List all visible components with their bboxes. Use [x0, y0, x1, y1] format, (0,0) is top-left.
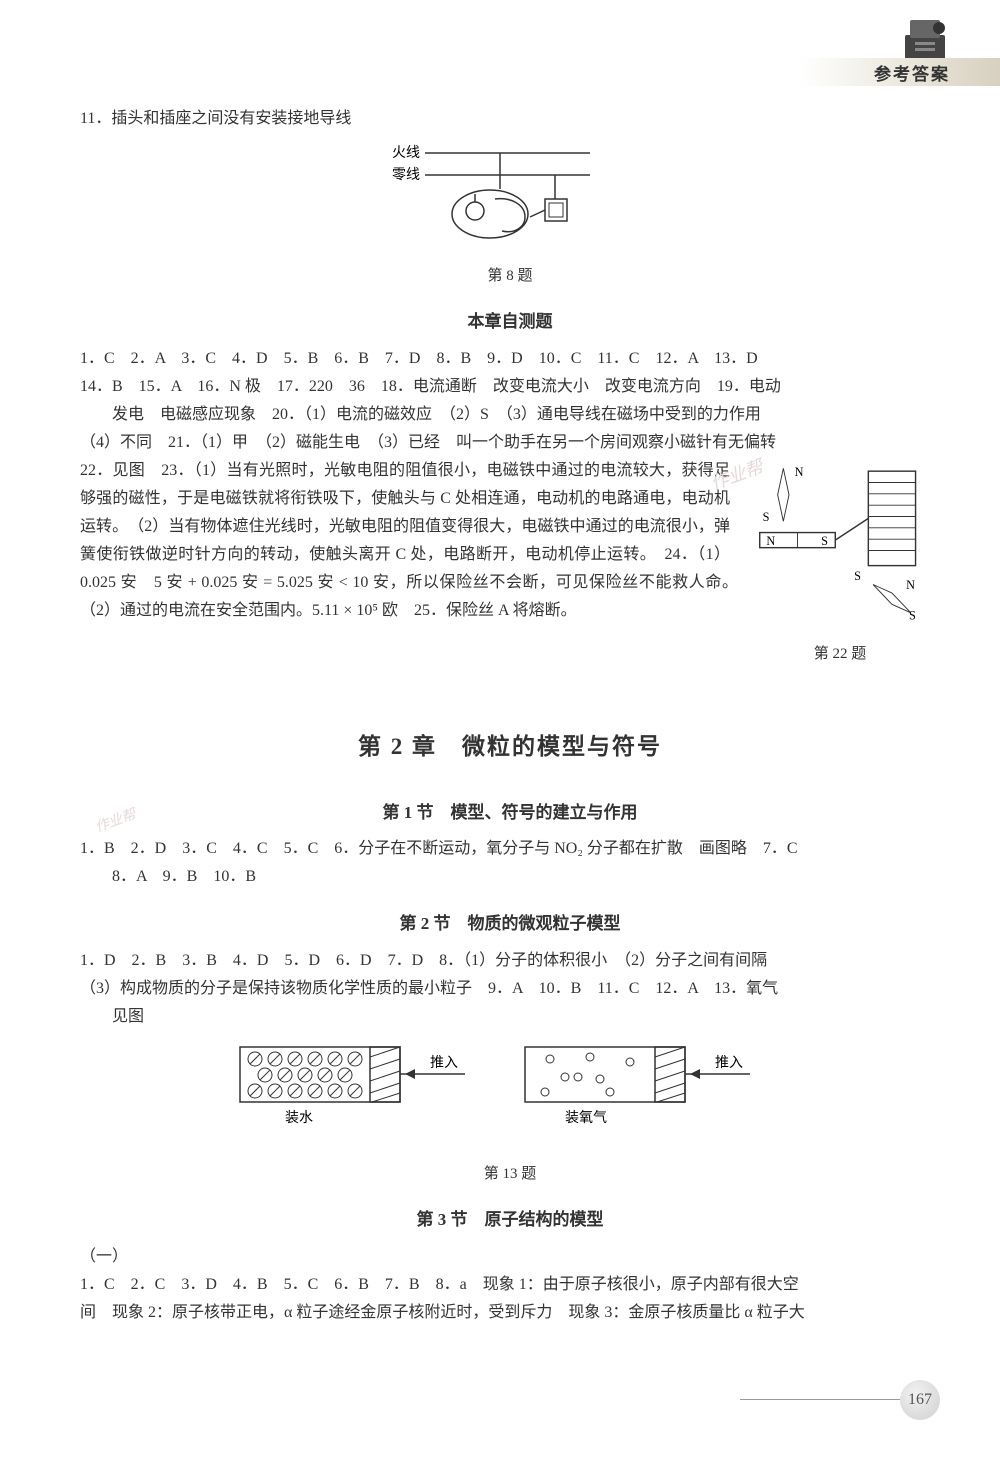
answer-line: 间 现象 2：原子核带正电，α 粒子途经金原子核附近时，受到斥力 现象 3：金原…: [80, 1299, 940, 1327]
magnet-coil-icon: N S N S: [740, 457, 940, 627]
answer-line: （4）不同 21．（1）甲 （2）磁能生电 （3）已经 叫一个助手在另一个房间观…: [80, 429, 940, 457]
page-root: 参考答案 11．插头和插座之间没有安装接地导线 火线 零线 第 8 题 本: [0, 0, 1000, 1460]
diagram-13: 推入 装水 推入: [80, 1037, 940, 1187]
svg-text:S: S: [763, 510, 770, 524]
q11-text: 11．插头和插座之间没有安装接地导线: [80, 105, 940, 133]
answer-line: 1．D 2．B 3．B 4．D 5．D 6．D 7．D 8．（1）分子的体积很小…: [80, 947, 940, 975]
circuit-diagram-icon: 火线 零线: [380, 139, 640, 249]
selftest-title: 本章自测题: [80, 307, 940, 337]
answer-line: 见图: [80, 1003, 940, 1031]
diagram-13-caption: 第 13 题: [80, 1161, 940, 1187]
page-number-rule: [740, 1399, 900, 1400]
answer-line: 8．A 9．B 10．B: [80, 863, 940, 891]
answer-line: （3）构成物质的分子是保持该物质化学性质的最小粒子 9．A 10．B 11．C …: [80, 975, 940, 1003]
svg-text:N: N: [766, 534, 775, 548]
chapter-2-title: 第 2 章 微粒的模型与符号: [80, 727, 940, 767]
svg-text:装水: 装水: [285, 1110, 313, 1126]
svg-text:N: N: [906, 578, 915, 592]
diagram-8-caption: 第 8 题: [80, 263, 940, 289]
selftest-answers: 1．C 2．A 3．C 4．D 5．B 6．B 7．D 8．B 9．D 10．C…: [80, 345, 940, 667]
answer-line: 14．B 15．A 16．N 极 17．220 36 18．电流通断 改变电流大…: [80, 373, 940, 401]
svg-text:装氧气: 装氧气: [565, 1110, 607, 1126]
svg-text:S: S: [909, 608, 916, 622]
svg-text:N: N: [795, 465, 804, 479]
answer-line: 1．C 2．C 3．D 4．B 5．C 6．B 7．B 8．a 现象 1：由于原…: [80, 1271, 940, 1299]
section-2-answers: 1．D 2．B 3．B 4．D 5．D 6．D 7．D 8．（1）分子的体积很小…: [80, 947, 940, 1031]
svg-text:推入: 推入: [715, 1055, 743, 1071]
diagram-8: 火线 零线 第 8 题: [80, 139, 940, 289]
section-2-title: 第 2 节 物质的微观粒子模型: [80, 909, 940, 939]
section-3-sub-one: （一）: [80, 1243, 940, 1271]
page-number-value: 167: [908, 1391, 932, 1409]
section-3-title: 第 3 节 原子结构的模型: [80, 1205, 940, 1235]
svg-text:S: S: [821, 534, 828, 548]
section-1-answers: 1．B 2．D 3．C 4．C 5．C 6．分子在不断运动，氧分子与 NO₂ 分…: [80, 835, 940, 891]
svg-text:S: S: [854, 569, 861, 583]
svg-text:火线: 火线: [392, 145, 420, 161]
svg-text:零线: 零线: [392, 167, 420, 183]
section-1-title: 第 1 节 模型、符号的建立与作用: [80, 798, 940, 828]
section-3-answers: 1．C 2．C 3．D 4．B 5．C 6．B 7．B 8．a 现象 1：由于原…: [80, 1271, 940, 1327]
header-band: 参考答案: [800, 58, 1000, 86]
figure-22-caption: 第 22 题: [740, 641, 940, 667]
figure-22: N S N S: [740, 457, 940, 667]
answer-line: 1．C 2．A 3．C 4．D 5．B 6．B 7．D 8．B 9．D 10．C…: [80, 345, 940, 373]
syringe-diagram-icon: 推入 装水 推入: [230, 1037, 790, 1147]
answer-line: 1．B 2．D 3．C 4．C 5．C 6．分子在不断运动，氧分子与 NO₂ 分…: [80, 835, 940, 863]
header-label: 参考答案: [874, 60, 950, 85]
answer-line: 发电 电磁感应现象 20．（1）电流的磁效应 （2）S （3）通电导线在磁场中受…: [80, 401, 940, 429]
page-number: 167: [900, 1380, 940, 1420]
content-body: 11．插头和插座之间没有安装接地导线 火线 零线 第 8 题 本章自测题: [80, 105, 940, 1327]
svg-text:推入: 推入: [430, 1055, 458, 1071]
header-icon: [895, 10, 955, 65]
